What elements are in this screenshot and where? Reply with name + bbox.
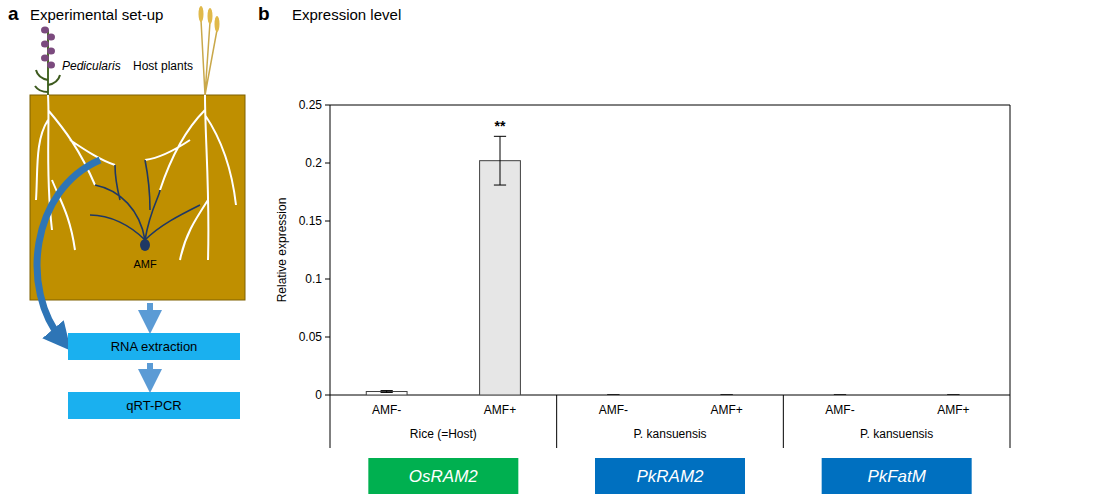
panel-b: b Expression level 0 0.05 0.1 0.15 0.2 0.25 Rela… xyxy=(258,3,1010,494)
plant-label: Pedicularis xyxy=(62,59,121,73)
group-separator xyxy=(783,395,784,448)
x-tick-label: AMF- xyxy=(599,403,628,417)
wheat-ear xyxy=(215,16,220,32)
flow-arrow xyxy=(147,303,153,322)
group-label: P. kansuensis xyxy=(633,427,706,441)
panel-letter: a xyxy=(8,3,19,24)
y-tick-label: 0.25 xyxy=(299,98,323,112)
hyphae xyxy=(90,160,200,240)
panel-a: a Experimental set-up Pedicularis Host plan… xyxy=(8,3,245,419)
x-tick-label: AMF- xyxy=(825,403,854,417)
y-tick-label: 0.2 xyxy=(305,156,322,170)
roots xyxy=(36,95,236,260)
x-tick-label: AMF+ xyxy=(484,403,516,417)
flower xyxy=(41,27,49,34)
significance-label: ** xyxy=(495,118,506,134)
figure: a Experimental set-up Pedicularis Host plan… xyxy=(0,0,1115,498)
gene-box xyxy=(368,458,518,494)
frame-top xyxy=(330,105,1010,106)
y-tick xyxy=(325,163,330,164)
panel-letter: b xyxy=(258,3,270,24)
plot-marks xyxy=(366,136,959,395)
error-bar xyxy=(834,395,846,396)
bar xyxy=(820,395,861,396)
y-tick xyxy=(325,105,330,106)
bar xyxy=(706,395,747,396)
y-tick xyxy=(325,279,330,280)
step-label: qRT-PCR xyxy=(126,398,181,413)
bar xyxy=(933,395,974,396)
panel-title: Expression level xyxy=(292,6,401,23)
flower xyxy=(47,62,55,69)
error-bar xyxy=(381,391,393,393)
group-label: P. kansuensis xyxy=(860,427,933,441)
step-box xyxy=(68,333,240,360)
error-bar xyxy=(721,395,733,396)
y-axis: 0 0.05 0.1 0.15 0.2 0.25 xyxy=(299,98,330,402)
frame-right xyxy=(1010,105,1011,448)
host-roots xyxy=(145,95,236,260)
hyphae-lines xyxy=(90,160,200,240)
y-tick-label: 0 xyxy=(315,388,322,402)
y-tick xyxy=(325,221,330,222)
panel-title: Experimental set-up xyxy=(30,6,163,23)
soil xyxy=(30,95,245,300)
wheat-ear xyxy=(208,8,213,24)
bar xyxy=(366,392,407,395)
gene-box xyxy=(595,458,745,494)
flower xyxy=(41,55,49,62)
flower xyxy=(47,34,55,41)
x-tick-label: AMF+ xyxy=(937,403,969,417)
y-tick xyxy=(325,395,330,396)
error-bar xyxy=(947,395,959,396)
error-bar xyxy=(607,395,619,396)
gene-label: OsRAM2 xyxy=(409,467,479,486)
group-separator xyxy=(556,395,557,448)
flower xyxy=(47,48,55,55)
gene-box xyxy=(822,458,972,494)
y-tick xyxy=(325,337,330,338)
fungus-label: AMF xyxy=(133,258,157,270)
gene-label: PkRAM2 xyxy=(636,467,704,486)
amf-spore xyxy=(140,239,150,251)
leaves xyxy=(35,70,60,92)
plant-stem xyxy=(201,20,217,95)
bar xyxy=(593,395,634,396)
bar xyxy=(480,161,521,395)
group-label: Rice (=Host) xyxy=(410,427,477,441)
x-tick-label: AMF+ xyxy=(710,403,742,417)
x-axis-line xyxy=(330,395,1010,396)
gene-label: PkFatM xyxy=(867,467,926,486)
step-label: RNA extraction xyxy=(111,339,198,354)
x-tick-label: AMF- xyxy=(372,403,401,417)
sampling-arrow xyxy=(37,160,100,340)
y-axis-line xyxy=(330,105,331,448)
frame xyxy=(330,105,1010,448)
wheat-ear xyxy=(199,6,204,22)
y-tick-label: 0.05 xyxy=(299,330,323,344)
flow-arrow xyxy=(147,363,153,381)
flower xyxy=(41,41,49,48)
plant-label: Host plants xyxy=(133,59,193,73)
y-tick-label: 0.1 xyxy=(305,272,322,286)
error-bar xyxy=(494,136,506,185)
y-axis-title: Relative expression xyxy=(275,198,289,303)
y-tick-label: 0.15 xyxy=(299,214,323,228)
step-box xyxy=(68,392,240,419)
